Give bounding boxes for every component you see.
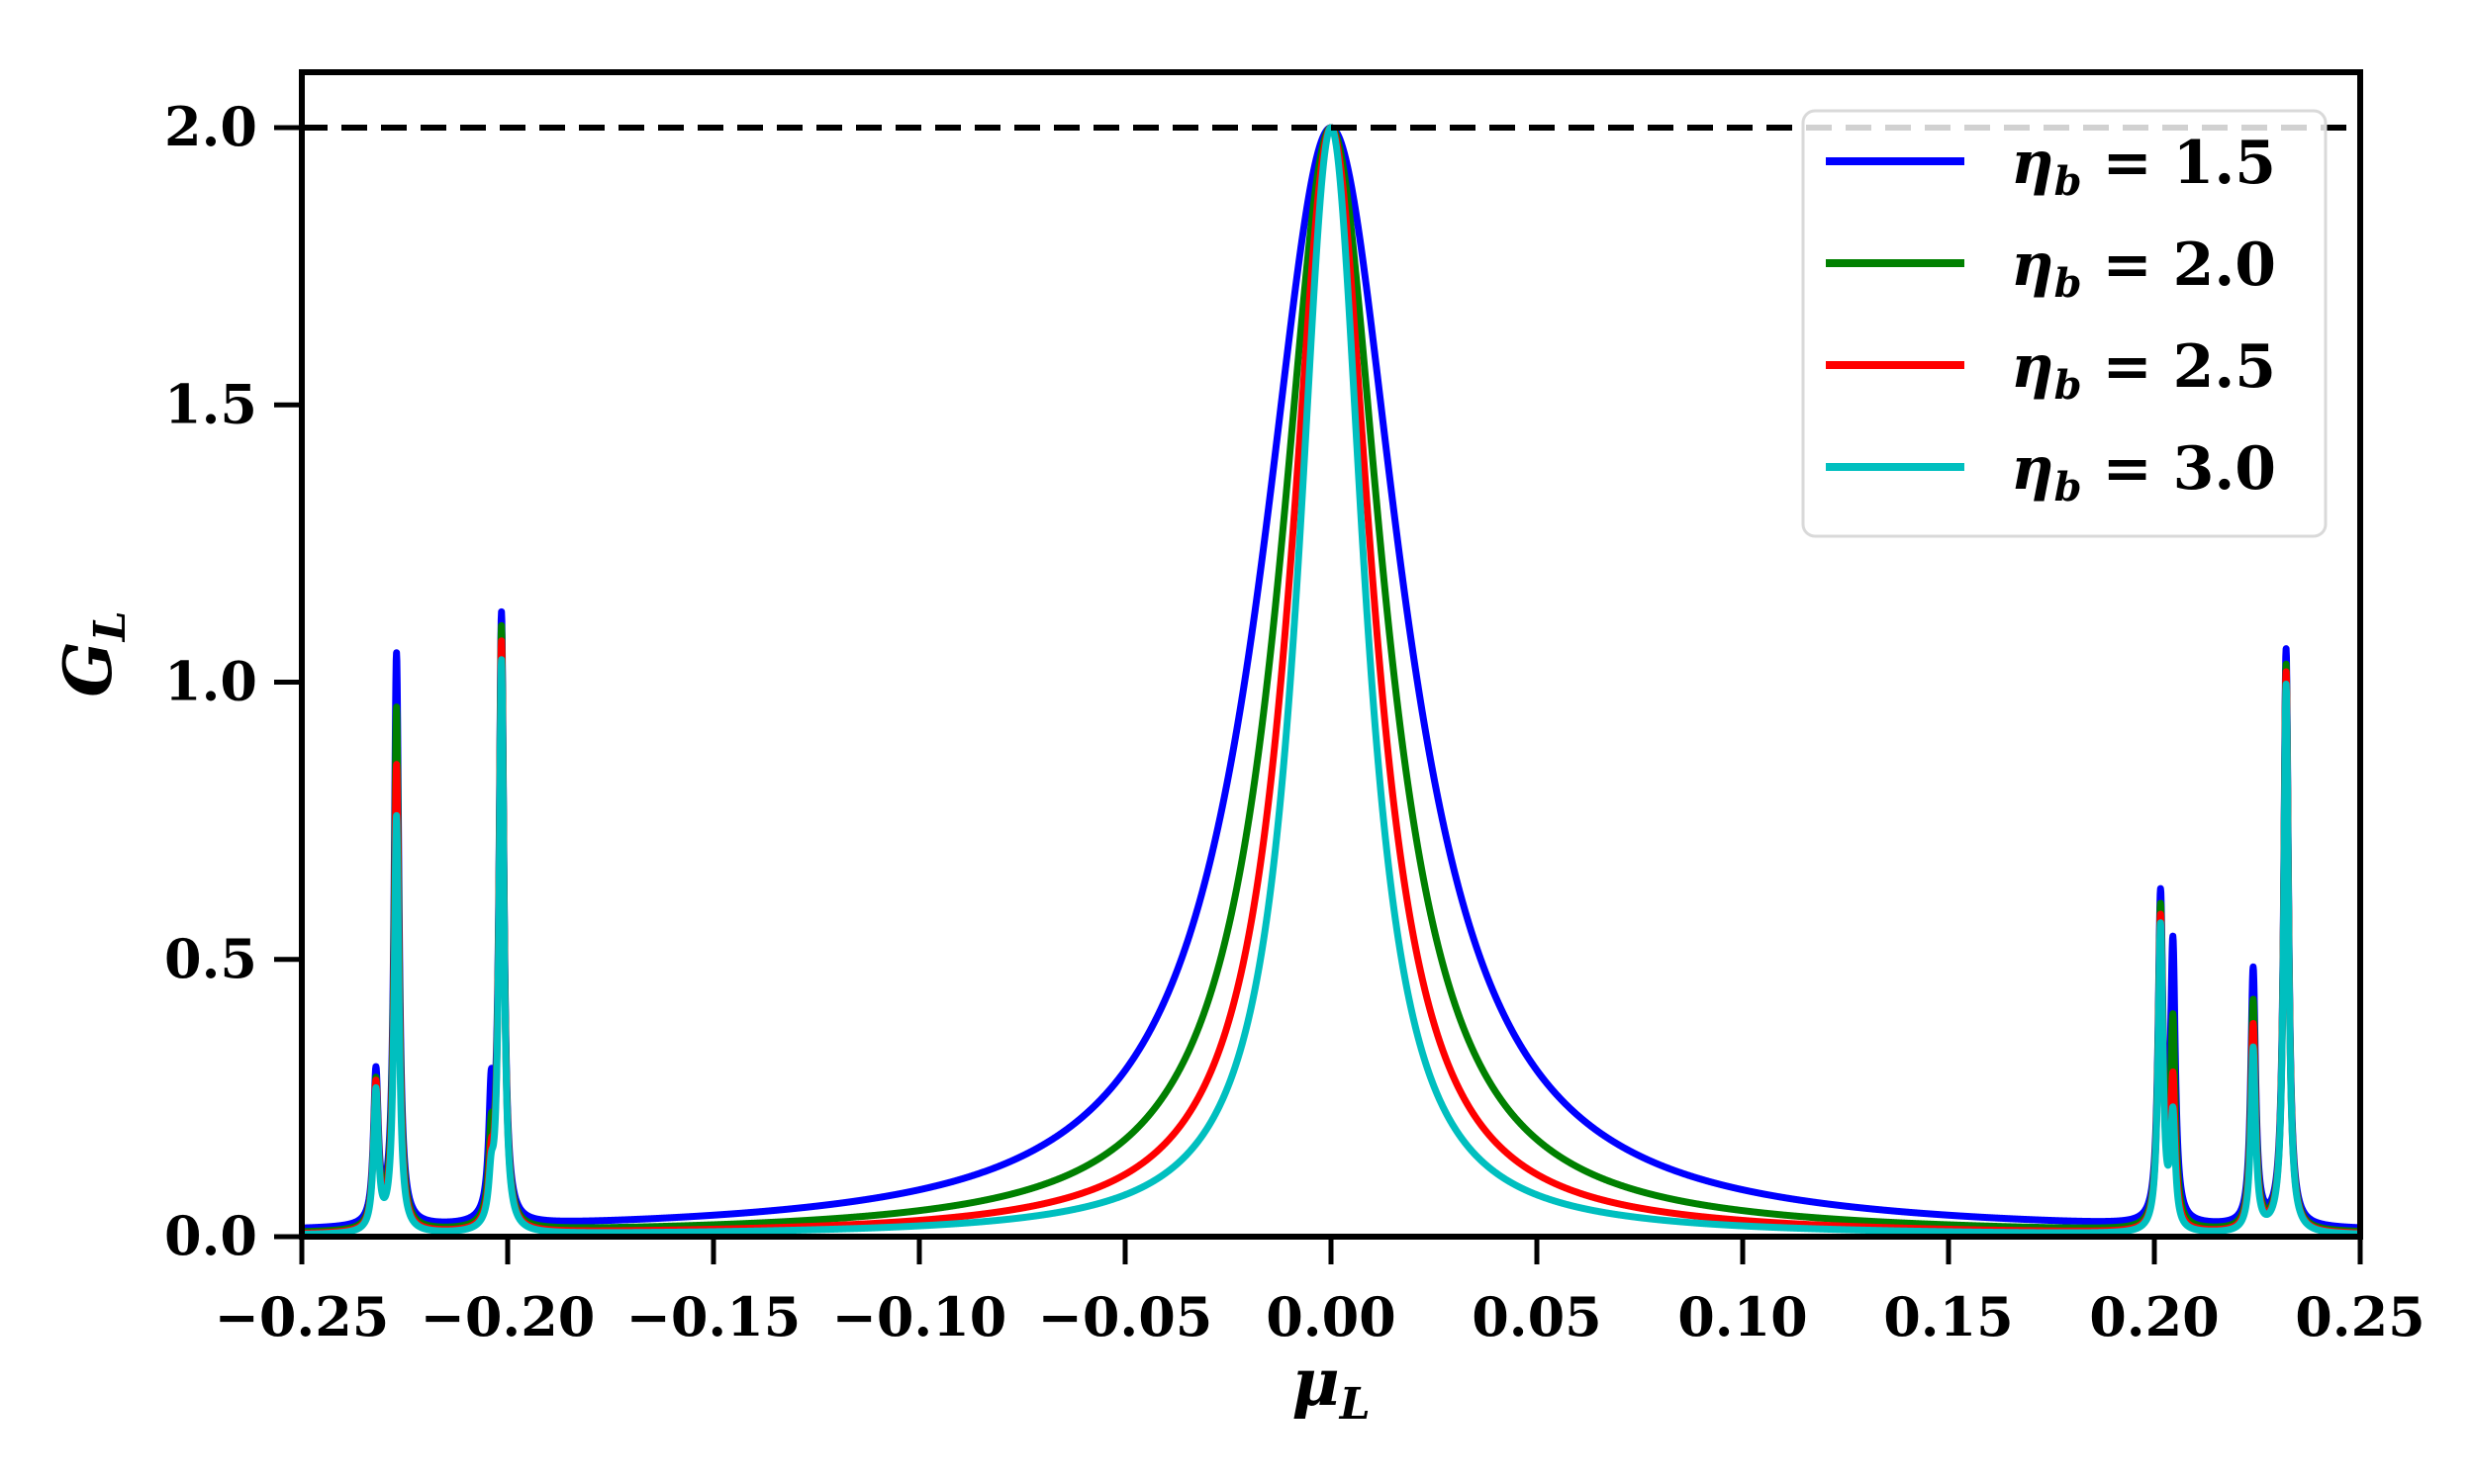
x-tick-label: −0.10 — [832, 1285, 1007, 1348]
y-tick-label: 2.0 — [164, 95, 257, 158]
x-tick-label: −0.25 — [215, 1285, 390, 1348]
y-axis-label: GL — [49, 610, 136, 696]
x-tick-label: −0.15 — [626, 1285, 802, 1348]
legend-entry-label: ηb = 2.0 — [2011, 231, 2276, 307]
legend-entry-label: ηb = 3.0 — [2011, 434, 2276, 510]
y-tick-label: 0.5 — [164, 927, 257, 990]
x-tick-label: 0.10 — [1677, 1285, 1808, 1348]
x-tick-label: −0.05 — [1038, 1285, 1213, 1348]
y-axis: 0.0 0.5 1.0 1.5 2.0 — [164, 95, 302, 1267]
x-axis: −0.25 −0.20 −0.15 −0.10 −0.05 0.00 0.05 0.10 0.1… — [215, 1237, 2426, 1348]
legend-box — [1801, 109, 2328, 538]
legend-entry-label: ηb = 1.5 — [2011, 129, 2276, 205]
x-tick-label: 0.15 — [1883, 1285, 2014, 1348]
y-tick-label: 1.0 — [164, 650, 257, 713]
x-tick-label: −0.20 — [421, 1285, 596, 1348]
x-tick-label: 0.05 — [1472, 1285, 1602, 1348]
y-tick-label: 0.0 — [164, 1204, 257, 1267]
x-tick-label: 0.00 — [1266, 1285, 1396, 1348]
x-tick-label: 0.25 — [2295, 1285, 2426, 1348]
y-tick-label: 1.5 — [164, 372, 257, 435]
legend-entry-label: ηb = 2.5 — [2011, 332, 2276, 409]
x-tick-label: 0.20 — [2089, 1285, 2220, 1348]
x-axis-label: μL — [1291, 1344, 1370, 1430]
legend: ηb = 1.5 ηb = 2.0 ηb = 2.5 ηb = 3.0 — [1801, 109, 2328, 538]
